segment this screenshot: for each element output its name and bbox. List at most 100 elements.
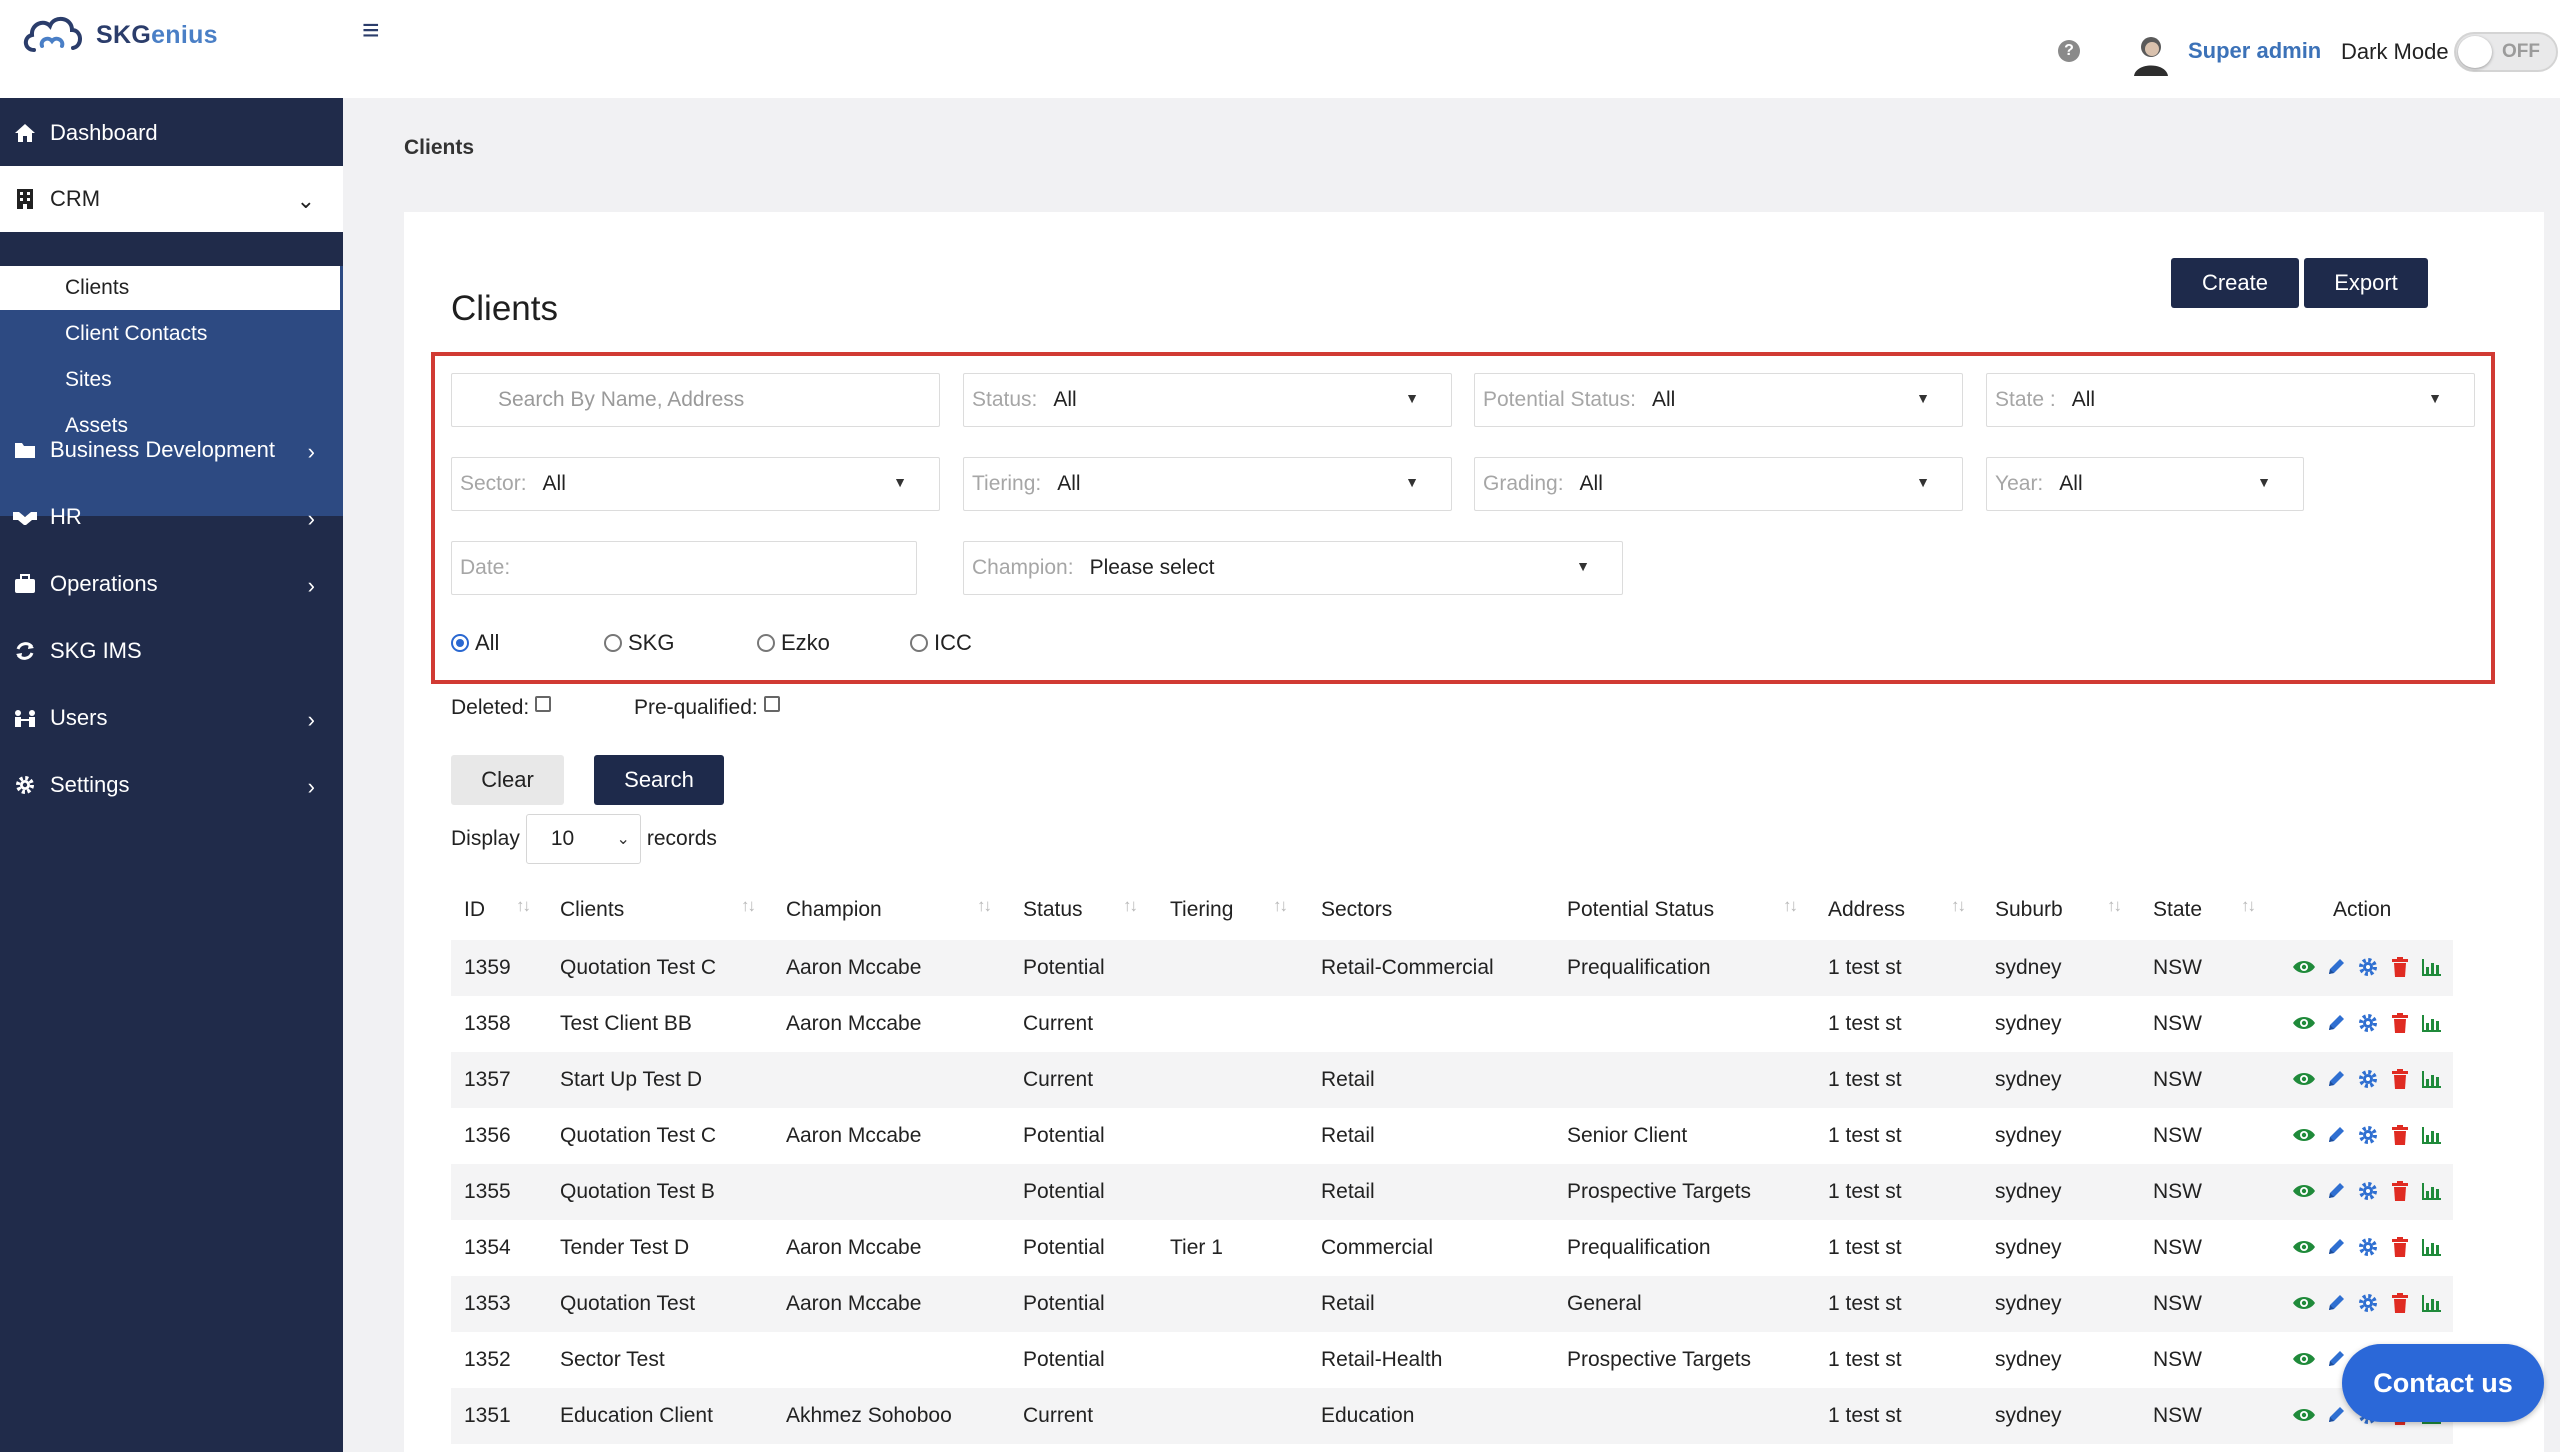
date-input[interactable]: Date: bbox=[451, 541, 917, 595]
sort-icon[interactable]: ↑↓ bbox=[1273, 896, 1288, 915]
create-button[interactable]: Create bbox=[2171, 258, 2299, 308]
grading-select[interactable]: Grading: All ▼ bbox=[1474, 457, 1963, 511]
app-logo[interactable]: SKGenius bbox=[20, 10, 218, 60]
sort-icon[interactable]: ↑↓ bbox=[741, 896, 756, 915]
pencil-icon[interactable] bbox=[2322, 1403, 2349, 1427]
gear-icon[interactable] bbox=[2354, 1235, 2381, 1259]
table-row[interactable]: 1356 Quotation Test C Aaron Mccabe Potentia… bbox=[451, 1108, 2453, 1164]
radio-button[interactable] bbox=[910, 634, 928, 652]
gear-icon[interactable] bbox=[2354, 1067, 2381, 1091]
pencil-icon[interactable] bbox=[2322, 1347, 2349, 1371]
table-row[interactable]: 1354 Tender Test D Aaron Mccabe Potential Ti… bbox=[451, 1220, 2453, 1276]
search-button[interactable]: Search bbox=[594, 755, 724, 805]
gear-icon[interactable] bbox=[2354, 1011, 2381, 1035]
radio-icc[interactable]: ICC bbox=[910, 630, 972, 656]
avatar[interactable] bbox=[2130, 32, 2172, 76]
column-header-id[interactable]: ID bbox=[464, 898, 485, 921]
champion-select[interactable]: Champion: Please select ▼ bbox=[963, 541, 1623, 595]
gear-icon[interactable] bbox=[2354, 1291, 2381, 1315]
pencil-icon[interactable] bbox=[2322, 1179, 2349, 1203]
status-select[interactable]: Status: All ▼ bbox=[963, 373, 1452, 427]
sort-icon[interactable]: ↑↓ bbox=[1951, 896, 1966, 915]
pencil-icon[interactable] bbox=[2322, 955, 2349, 979]
table-row[interactable]: 1359 Quotation Test C Aaron Mccabe Potentia… bbox=[451, 940, 2453, 996]
eye-icon[interactable] bbox=[2290, 1235, 2317, 1259]
prequalified-checkbox[interactable] bbox=[763, 696, 780, 712]
bar-chart-icon[interactable] bbox=[2418, 955, 2445, 979]
sidebar-subitem-client-contacts[interactable]: Client Contacts bbox=[65, 322, 208, 345]
trash-icon[interactable] bbox=[2386, 1123, 2413, 1147]
column-header-status[interactable]: Status bbox=[1023, 898, 1083, 921]
sort-icon[interactable]: ↑↓ bbox=[977, 896, 992, 915]
pencil-icon[interactable] bbox=[2322, 1067, 2349, 1091]
eye-icon[interactable] bbox=[2290, 1011, 2317, 1035]
pencil-icon[interactable] bbox=[2322, 1123, 2349, 1147]
table-row[interactable]: 1352 Sector Test Potential Retail-Health Pro… bbox=[451, 1332, 2453, 1388]
radio-button[interactable] bbox=[451, 634, 469, 652]
eye-icon[interactable] bbox=[2290, 1291, 2317, 1315]
bar-chart-icon[interactable] bbox=[2418, 1067, 2445, 1091]
radio-button[interactable] bbox=[604, 634, 622, 652]
column-header-address[interactable]: Address bbox=[1828, 898, 1906, 921]
user-name[interactable]: Super admin bbox=[2188, 38, 2322, 63]
radio-skg[interactable]: SKG bbox=[604, 630, 674, 656]
sidebar-item-crm[interactable]: CRM ⌄ bbox=[0, 166, 343, 232]
state-select[interactable]: State : All ▼ bbox=[1986, 373, 2475, 427]
radio-ezko[interactable]: Ezko bbox=[757, 630, 830, 656]
column-header-suburb[interactable]: Suburb bbox=[1995, 898, 2063, 921]
trash-icon[interactable] bbox=[2386, 1011, 2413, 1035]
bar-chart-icon[interactable] bbox=[2418, 1235, 2445, 1259]
bar-chart-icon[interactable] bbox=[2418, 1291, 2445, 1315]
page-size-select[interactable]: 10 ⌄ bbox=[525, 814, 641, 864]
pencil-icon[interactable] bbox=[2322, 1235, 2349, 1259]
radio-all[interactable]: All bbox=[451, 630, 499, 656]
table-row[interactable]: 1358 Test Client BB Aaron Mccabe Current 1 t… bbox=[451, 996, 2453, 1052]
table-row[interactable]: 1357 Start Up Test D Current Retail 1 test s… bbox=[451, 1052, 2453, 1108]
dark-mode-toggle[interactable]: OFF bbox=[2454, 32, 2558, 72]
trash-icon[interactable] bbox=[2386, 955, 2413, 979]
bar-chart-icon[interactable] bbox=[2418, 1179, 2445, 1203]
table-row[interactable]: 1353 Quotation Test Aaron Mccabe Potential R… bbox=[451, 1276, 2453, 1332]
trash-icon[interactable] bbox=[2386, 1235, 2413, 1259]
trash-icon[interactable] bbox=[2386, 1291, 2413, 1315]
deleted-checkbox[interactable] bbox=[535, 696, 552, 712]
sidebar-item-skg-ims[interactable]: SKG IMS bbox=[0, 618, 343, 684]
sidebar-item-users[interactable]: Users › bbox=[0, 685, 343, 751]
sidebar-item-operations[interactable]: Operations › bbox=[0, 551, 343, 617]
trash-icon[interactable] bbox=[2386, 1067, 2413, 1091]
table-row[interactable]: 1351 Education Client Akhmez Sohoboo Curren… bbox=[451, 1388, 2453, 1444]
eye-icon[interactable] bbox=[2290, 1067, 2317, 1091]
column-header-state[interactable]: State bbox=[2153, 898, 2203, 921]
eye-icon[interactable] bbox=[2290, 1179, 2317, 1203]
column-header-sectors[interactable]: Sectors bbox=[1321, 898, 1393, 921]
clear-button[interactable]: Clear bbox=[451, 755, 564, 805]
tiering-select[interactable]: Tiering: All ▼ bbox=[963, 457, 1452, 511]
sort-icon[interactable]: ↑↓ bbox=[2241, 896, 2256, 915]
bar-chart-icon[interactable] bbox=[2418, 1123, 2445, 1147]
pencil-icon[interactable] bbox=[2322, 1011, 2349, 1035]
sort-icon[interactable]: ↑↓ bbox=[516, 896, 531, 915]
sidebar-item-dashboard[interactable]: Dashboard bbox=[0, 100, 343, 166]
eye-icon[interactable] bbox=[2290, 1347, 2317, 1371]
eye-icon[interactable] bbox=[2290, 1123, 2317, 1147]
column-header-champion[interactable]: Champion bbox=[786, 898, 882, 921]
gear-icon[interactable] bbox=[2354, 955, 2381, 979]
sidebar-item-hr[interactable]: HR › bbox=[0, 484, 343, 550]
sidebar-subitem-assets[interactable]: Assets bbox=[65, 414, 129, 437]
sidebar-item-business-development[interactable]: Business Development › bbox=[0, 417, 343, 483]
column-header-tiering[interactable]: Tiering bbox=[1170, 898, 1234, 921]
sort-icon[interactable]: ↑↓ bbox=[1783, 896, 1798, 915]
potential-status-select[interactable]: Potential Status: All ▼ bbox=[1474, 373, 1963, 427]
export-button[interactable]: Export bbox=[2304, 258, 2428, 308]
eye-icon[interactable] bbox=[2290, 1403, 2317, 1427]
column-header-potential-status[interactable]: Potential Status bbox=[1567, 898, 1715, 921]
table-row[interactable]: 1355 Quotation Test B Potential Retail Prosp… bbox=[451, 1164, 2453, 1220]
sidebar-subitem-sites[interactable]: Sites bbox=[65, 368, 112, 391]
column-header-clients[interactable]: Clients bbox=[560, 898, 625, 921]
sidebar-item-settings[interactable]: Settings › bbox=[0, 752, 343, 818]
gear-icon[interactable] bbox=[2354, 1123, 2381, 1147]
radio-button[interactable] bbox=[757, 634, 775, 652]
question-circle-icon[interactable]: ? bbox=[2058, 40, 2080, 62]
search-input[interactable]: Search By Name, Address bbox=[451, 373, 940, 427]
year-select[interactable]: Year: All ▼ bbox=[1986, 457, 2304, 511]
